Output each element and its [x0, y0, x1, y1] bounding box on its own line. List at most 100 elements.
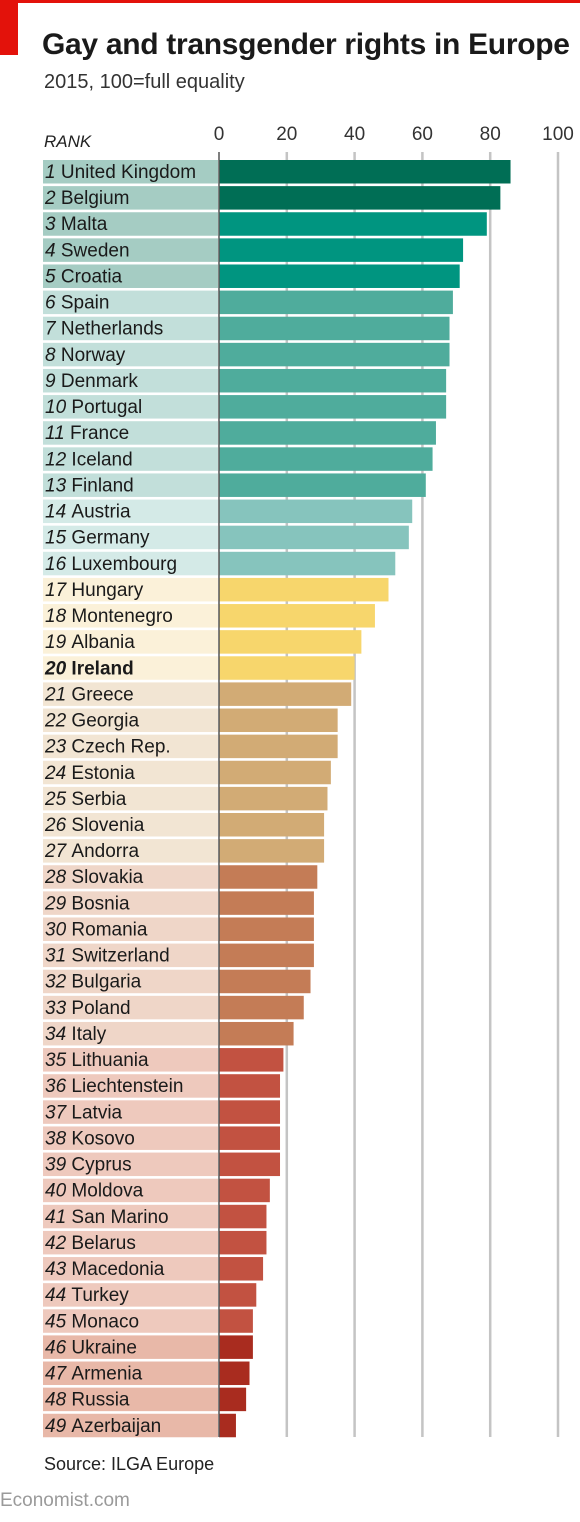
- row-label-band: [43, 813, 218, 837]
- rank-number: 18: [45, 606, 71, 627]
- country-label: 41 San Marino: [45, 1207, 169, 1228]
- bar: [219, 238, 464, 262]
- bar: [219, 316, 450, 341]
- row-label-band: [43, 342, 218, 367]
- bar: [219, 891, 314, 915]
- publisher-credit: Economist.com: [0, 1490, 130, 1511]
- rank-number: 2: [44, 188, 61, 209]
- bar: [219, 1074, 281, 1098]
- country-name: Kosovo: [71, 1128, 134, 1149]
- bar: [219, 1309, 253, 1333]
- country-name: Monaco: [71, 1311, 139, 1332]
- bar: [219, 682, 352, 706]
- country-label: 17 Hungary: [45, 580, 144, 601]
- country-name: Germany: [71, 528, 150, 549]
- country-name: Georgia: [71, 711, 139, 732]
- country-label: 1 United Kingdom: [45, 162, 196, 183]
- rank-number: 47: [45, 1364, 71, 1385]
- rank-number: 44: [45, 1285, 71, 1306]
- row-label-band: [43, 995, 218, 1020]
- country-label: 49 Azerbaijan: [45, 1416, 161, 1437]
- bar: [219, 1152, 281, 1177]
- country-name: Malta: [61, 214, 108, 235]
- rank-number: 15: [45, 528, 71, 549]
- country-name: Serbia: [71, 789, 126, 810]
- country-name: Netherlands: [61, 319, 163, 340]
- country-label: 46 Ukraine: [45, 1337, 137, 1358]
- country-label: 14 Austria: [45, 502, 131, 523]
- country-name: Moldova: [71, 1181, 143, 1202]
- country-name: Liechtenstein: [71, 1076, 183, 1097]
- row-label-band: [43, 238, 218, 262]
- bar: [219, 264, 460, 288]
- country-name: Greece: [71, 684, 133, 705]
- country-label: 45 Monaco: [45, 1311, 139, 1332]
- country-label: 30 Romania: [45, 919, 148, 940]
- country-name: Iceland: [71, 449, 132, 470]
- row-label-band: [43, 969, 218, 994]
- bar: [219, 1021, 294, 1046]
- country-name: Croatia: [61, 266, 123, 287]
- country-name: Austria: [71, 502, 131, 523]
- country-name: Ukraine: [71, 1337, 136, 1358]
- rank-number: 29: [44, 893, 71, 914]
- country-name: Turkey: [71, 1285, 129, 1306]
- row-label-band: [43, 499, 218, 524]
- rank-number: 48: [45, 1390, 71, 1411]
- country-label: 24 Estonia: [44, 763, 135, 784]
- country-name: Andorra: [71, 841, 139, 862]
- bar: [219, 604, 375, 628]
- country-label: 27 Andorra: [44, 841, 139, 862]
- x-tick-label: 80: [480, 124, 501, 145]
- country-name: Switzerland: [71, 946, 169, 967]
- country-label: 34 Italy: [45, 1024, 107, 1045]
- top-rule: [0, 0, 580, 3]
- country-label: 15 Germany: [45, 528, 150, 549]
- bar: [219, 447, 433, 471]
- rank-number: 42: [45, 1233, 71, 1254]
- row-label-band: [43, 186, 218, 210]
- country-label: 47 Armenia: [45, 1364, 143, 1385]
- country-name: Estonia: [71, 763, 135, 784]
- country-name: Bulgaria: [71, 972, 141, 993]
- bar: [219, 499, 413, 524]
- bar: [219, 395, 447, 419]
- bar: [219, 813, 325, 837]
- row-label-band: [43, 839, 218, 863]
- country-name: Armenia: [71, 1364, 142, 1385]
- row-label-band: [43, 1387, 218, 1412]
- country-name: Czech Rep.: [71, 737, 170, 758]
- rank-number: 12: [45, 449, 71, 470]
- row-label-band: [43, 682, 218, 706]
- rank-number: 17: [45, 580, 71, 601]
- bar: [219, 160, 511, 184]
- row-label-band: [43, 786, 218, 811]
- country-label: 32 Bulgaria: [45, 972, 142, 993]
- country-name: Belarus: [71, 1233, 135, 1254]
- country-name: Norway: [61, 345, 126, 366]
- source-note: Source: ILGA Europe: [44, 1454, 215, 1474]
- country-name: Slovakia: [71, 867, 143, 888]
- country-name: Finland: [71, 475, 133, 496]
- bar: [219, 760, 331, 785]
- bar: [219, 1048, 284, 1072]
- country-label: 8 Norway: [45, 345, 126, 366]
- country-label: 43 Macedonia: [45, 1259, 165, 1280]
- rank-number: 31: [45, 946, 71, 967]
- bar: [219, 839, 325, 863]
- bar: [219, 551, 396, 576]
- country-label: 20 Ireland: [44, 658, 134, 679]
- row-label-band: [43, 734, 218, 759]
- country-label: 9 Denmark: [45, 371, 138, 392]
- row-label-band: [43, 917, 218, 941]
- bar: [219, 1361, 250, 1386]
- row-label-band: [43, 865, 218, 889]
- x-tick-label: 60: [412, 124, 433, 145]
- rank-number: 1: [45, 162, 61, 183]
- country-label: 11 France: [45, 423, 129, 444]
- rank-number: 5: [45, 266, 61, 287]
- country-name: Azerbaijan: [71, 1416, 161, 1437]
- country-name: Ireland: [71, 658, 133, 679]
- country-name: Romania: [71, 919, 147, 940]
- rank-number: 45: [45, 1311, 71, 1332]
